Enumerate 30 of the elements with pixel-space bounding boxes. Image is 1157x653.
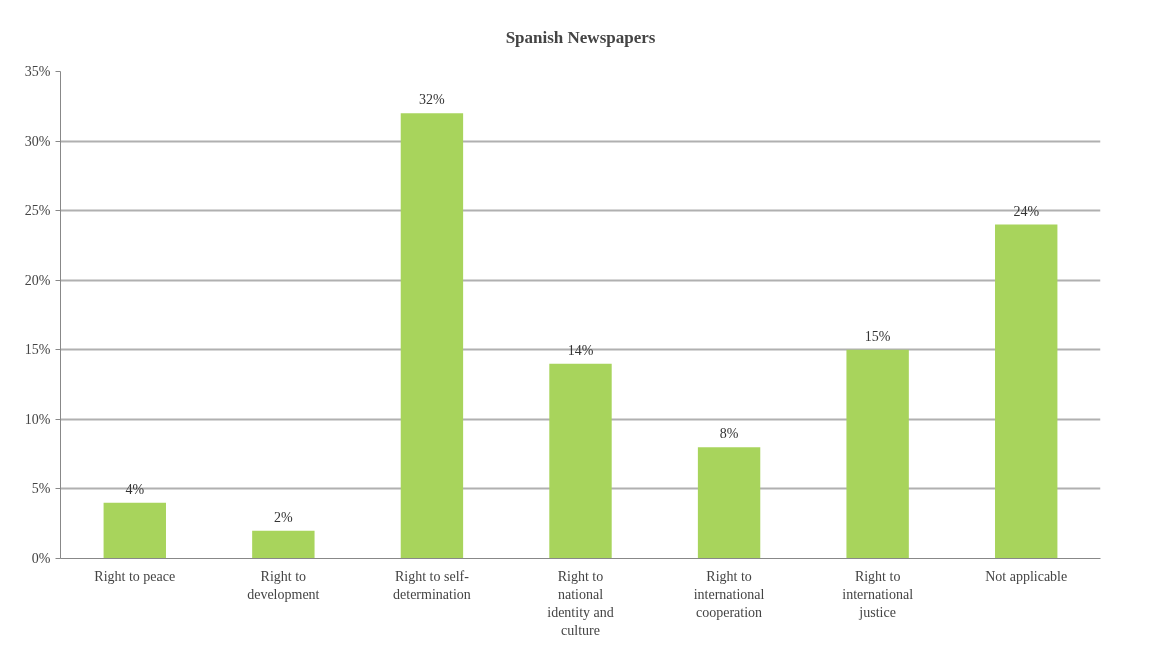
bar (846, 349, 909, 559)
bar (549, 363, 612, 559)
y-tick-label: 0% (31, 551, 51, 566)
bar (697, 447, 761, 559)
y-tick-label: 30% (24, 133, 51, 149)
x-tick-label: Right to self-determination (393, 568, 471, 602)
data-label: 2% (274, 509, 294, 525)
data-label: 24% (1013, 203, 1040, 219)
x-tick-label: Right to national identity and culture (547, 568, 614, 638)
data-label: 8% (719, 426, 739, 442)
x-tick-label: Right to peace (94, 568, 176, 584)
y-tick-label: 10% (24, 411, 51, 427)
data-label: 32% (419, 92, 446, 108)
data-label: 4% (125, 481, 145, 497)
bar (995, 224, 1058, 559)
bar (103, 502, 166, 559)
y-tick-label: 25% (24, 203, 51, 219)
bar (400, 113, 464, 559)
x-tick-label: Right to development (247, 568, 320, 602)
x-tick-label: Right to international cooperation (693, 568, 765, 620)
y-tick-label: 20% (24, 272, 51, 288)
data-label: 15% (864, 328, 891, 344)
data-label: 14% (567, 342, 594, 358)
x-tick-label: Not applicable (985, 568, 1068, 584)
y-tick-label: 5% (31, 481, 51, 497)
x-tick-label: Right to international justice (842, 568, 914, 620)
chart-title: Spanish Newspapers (505, 27, 656, 47)
bar (252, 530, 315, 559)
y-tick-label: 15% (24, 342, 51, 358)
y-tick-label: 35% (24, 64, 51, 79)
